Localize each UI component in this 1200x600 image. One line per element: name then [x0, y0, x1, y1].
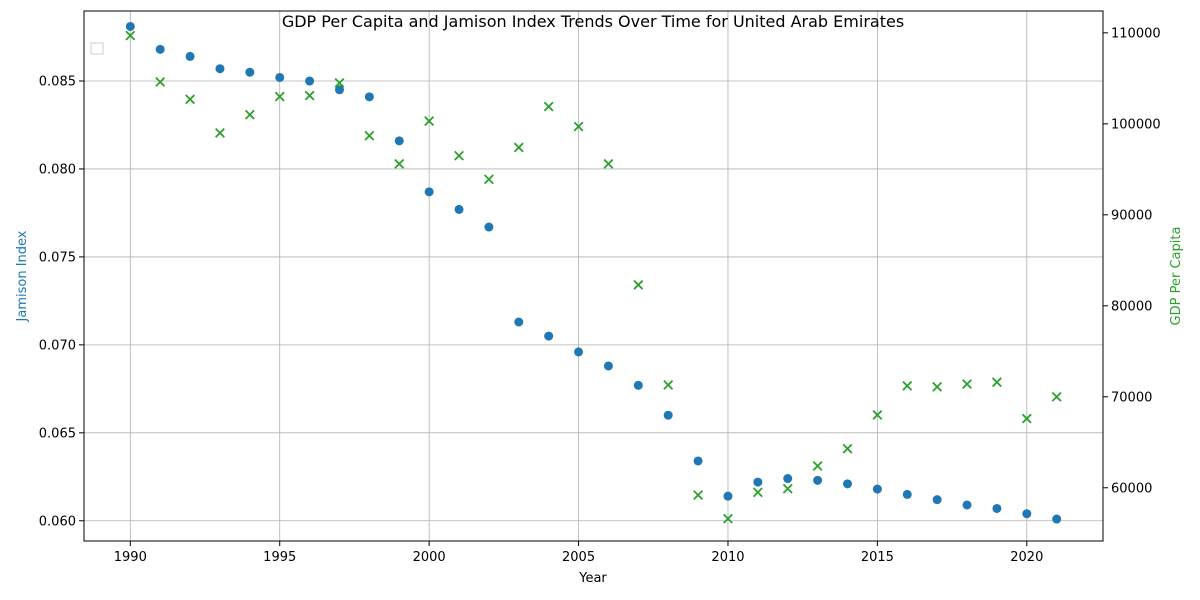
gdp-point [215, 127, 225, 138]
gdp-point [185, 94, 196, 105]
legend-box [90, 42, 104, 55]
gdp-point [902, 380, 913, 391]
gdp-point [752, 487, 763, 498]
left-tick-label: 0.065 [39, 426, 76, 441]
jamison-point [454, 204, 464, 214]
gdp-point [394, 158, 405, 169]
left-tick-label: 0.085 [39, 75, 76, 90]
jamison-point [364, 92, 374, 102]
grid [84, 11, 1103, 541]
series-jamison-index [125, 21, 1062, 524]
x-tick-label: 2015 [861, 550, 894, 565]
gdp-point [1051, 391, 1062, 402]
gdp-point [693, 490, 704, 500]
x-tick-label: 2005 [562, 550, 595, 565]
gdp-point [125, 30, 136, 41]
jamison-point [813, 475, 823, 485]
left-tick-label: 0.075 [39, 250, 76, 265]
gdp-point [334, 77, 345, 88]
left-tick-label: 0.070 [39, 338, 76, 353]
left-tick-label: 0.080 [39, 162, 76, 177]
jamison-point [1022, 509, 1032, 519]
right-tick-label: 110000 [1111, 26, 1161, 41]
gdp-point [812, 460, 823, 471]
jamison-point [215, 64, 225, 74]
jamison-point [1052, 514, 1062, 524]
x-axis-ticks: 1990 1995 2000 2005 2010 2015 2020 [114, 541, 1043, 565]
jamison-point [902, 489, 912, 499]
gdp-point [872, 410, 883, 420]
gdp-point [573, 121, 584, 132]
jamison-point [872, 484, 882, 494]
x-tick-label: 2020 [1010, 550, 1043, 565]
jamison-point [633, 380, 643, 390]
gdp-point [1021, 413, 1032, 424]
right-tick-label: 100000 [1111, 117, 1161, 132]
gdp-point [364, 130, 375, 141]
gdp-point [723, 513, 733, 524]
jamison-point [334, 85, 344, 95]
jamison-point [753, 477, 763, 487]
chart-title: GDP Per Capita and Jamison Index Trends … [282, 12, 904, 31]
jamison-point [484, 222, 494, 232]
x-tick-label: 1995 [263, 550, 296, 565]
jamison-point [514, 317, 524, 327]
right-axis-label: GDP Per Capita [1169, 227, 1184, 326]
left-tick-label: 0.060 [39, 514, 76, 529]
right-tick-label: 90000 [1111, 208, 1152, 223]
gdp-point [244, 109, 255, 120]
jamison-point [783, 474, 793, 484]
left-axis-label: Jamison Index [15, 230, 30, 322]
jamison-point [932, 495, 942, 505]
jamison-point [843, 479, 853, 489]
gdp-point [991, 377, 1002, 388]
right-tick-label: 70000 [1111, 390, 1152, 405]
right-tick-label: 60000 [1111, 481, 1152, 496]
jamison-point [424, 187, 434, 197]
left-axis-ticks: 0.060 0.065 0.070 0.075 0.080 0.085 [39, 75, 84, 529]
gdp-point [155, 77, 166, 87]
jamison-point [275, 72, 285, 82]
jamison-point [962, 500, 972, 510]
gdp-point [513, 142, 524, 153]
gdp-point [424, 116, 435, 127]
jamison-point [663, 410, 673, 420]
jamison-point [723, 491, 733, 501]
right-axis-ticks: 60000 70000 80000 90000 100000 110000 [1103, 26, 1161, 496]
jamison-point [245, 67, 255, 77]
x-tick-label: 2000 [413, 550, 446, 565]
gdp-point [932, 381, 943, 392]
gdp-point [842, 443, 853, 454]
jamison-point [693, 456, 703, 466]
jamison-point [394, 136, 404, 146]
gdp-point [962, 379, 972, 389]
gdp-point [274, 91, 285, 102]
gdp-point [304, 90, 315, 101]
jamison-point [544, 331, 554, 341]
x-tick-label: 2010 [711, 550, 744, 565]
jamison-point [574, 347, 584, 357]
jamison-point [155, 44, 165, 54]
gdp-point [633, 279, 644, 290]
gdp-point [663, 380, 674, 390]
gdp-point [454, 150, 464, 161]
series-gdp-per-capita [125, 30, 1062, 524]
gdp-point [603, 158, 614, 169]
gdp-point [782, 483, 793, 494]
jamison-point [125, 21, 135, 31]
jamison-point [185, 51, 195, 61]
right-tick-label: 80000 [1111, 299, 1152, 314]
jamison-point [992, 503, 1002, 513]
x-axis-label: Year [578, 571, 607, 586]
plot-frame [83, 10, 1104, 542]
jamison-point [305, 76, 315, 86]
gdp-point [483, 174, 494, 185]
jamison-point [603, 361, 613, 371]
x-tick-label: 1990 [114, 550, 147, 565]
gdp-point [543, 101, 554, 112]
